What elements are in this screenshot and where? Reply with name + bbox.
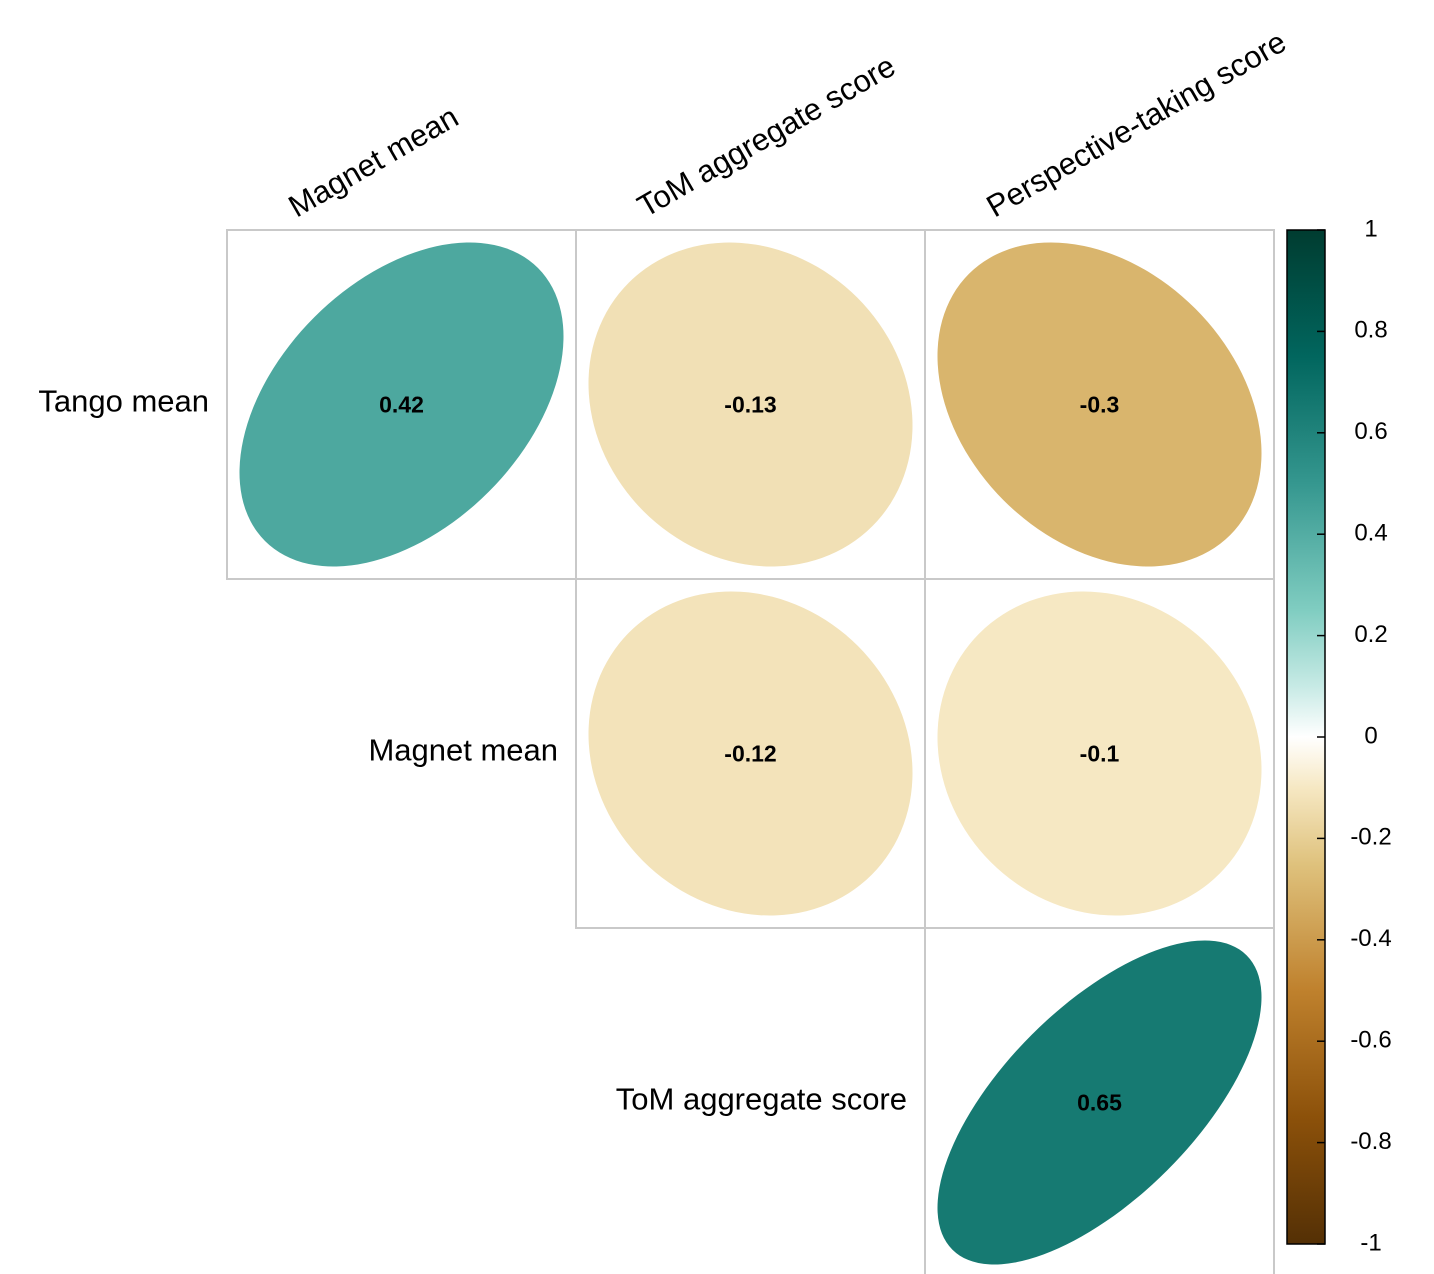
cell-magnet-mean-tom-aggregate-score: -0.12 [575, 578, 926, 929]
column-label-tom-aggregate-score: ToM aggregate score [631, 48, 901, 224]
row-labels: Tango mean Magnet mean ToM aggregate score [38, 384, 907, 1117]
correlation-value-label: -0.1 [1080, 741, 1120, 767]
correlation-value-label: -0.12 [724, 741, 776, 767]
row-label-tango-mean: Tango mean [38, 384, 209, 419]
cell-tango-mean-tom-aggregate-score: -0.13 [575, 229, 926, 580]
colorbar-tick-label: -0.4 [1350, 925, 1391, 952]
colorbar-tick-label: 0.6 [1354, 418, 1387, 445]
colorbar-tick-label: -0.6 [1350, 1027, 1391, 1054]
correlation-value-label: 0.65 [1077, 1090, 1122, 1116]
column-labels: Magnet mean ToM aggregate score Perspectiv… [282, 24, 1291, 224]
correlation-cells: 0.42 -0.13 -0.3 -0.12 -0.1 0.65 [226, 229, 1275, 1274]
cell-tango-mean-magnet-mean: 0.42 [226, 229, 577, 580]
correlation-value-label: 0.42 [379, 392, 424, 418]
colorbar-tick-label: -0.2 [1350, 824, 1391, 851]
colorbar-tick-label: -1 [1360, 1229, 1381, 1256]
colorbar-tick-label: 0.8 [1354, 317, 1387, 344]
row-label-tom-aggregate-score: ToM aggregate score [616, 1082, 907, 1117]
colorbar: 1 0.8 0.6 0.4 0.2 0 -0.2 -0.4 -0.6 -0.8 -1 [1286, 215, 1392, 1256]
row-label-magnet-mean: Magnet mean [368, 733, 558, 768]
colorbar-tick-label: 0 [1364, 722, 1377, 749]
cell-tango-mean-perspective-taking-score: -0.3 [924, 229, 1275, 580]
correlation-ellipse [937, 242, 1262, 567]
correlation-ellipse [588, 242, 913, 567]
cell-tom-aggregate-score-perspective-taking-score: 0.65 [924, 927, 1275, 1274]
column-label-magnet-mean: Magnet mean [282, 99, 464, 224]
correlation-value-label: -0.3 [1080, 392, 1120, 418]
correlation-ellipse [937, 940, 1262, 1265]
correlation-ellipse [937, 591, 1262, 916]
cell-magnet-mean-perspective-taking-score: -0.1 [924, 578, 1275, 929]
correlation-value-label: -0.13 [724, 392, 776, 418]
colorbar-tick-label: -0.8 [1350, 1128, 1391, 1155]
cell-frame [924, 927, 1275, 1274]
colorbar-tick-label: 1 [1364, 215, 1377, 242]
colorbar-tick-label: 0.4 [1354, 520, 1387, 547]
column-label-perspective-taking-score: Perspective-taking score [980, 24, 1291, 224]
correlation-ellipse [588, 591, 913, 916]
correlation-ellipse [239, 242, 564, 567]
colorbar-tick-label: 0.2 [1354, 621, 1387, 648]
